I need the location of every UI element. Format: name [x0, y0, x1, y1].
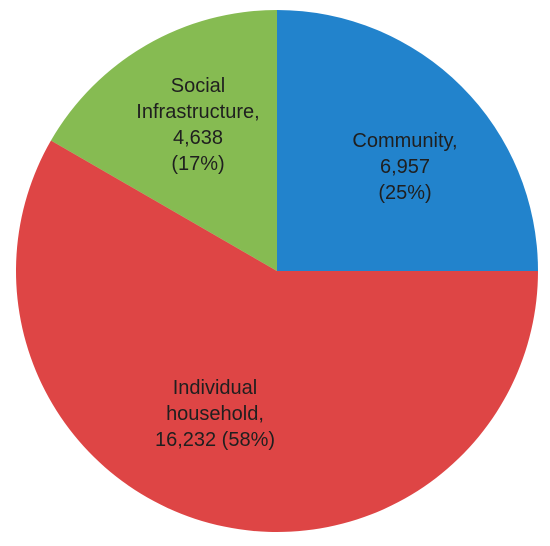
- pie-slice-social-infrastructure: [50, 10, 278, 271]
- pie-slices: [15, 10, 539, 532]
- pie-label-social-infrastructure: Social Infrastructure, 4,638 (17%): [136, 75, 259, 175]
- pie-label-line: 16,232 (58%): [155, 429, 275, 451]
- pie-label-line: Community,: [352, 130, 457, 152]
- pie-label-line: Infrastructure,: [136, 101, 259, 123]
- pie-label-community: Community, 6,957 (25%): [352, 130, 457, 204]
- pie-slice-individual-household: [15, 140, 539, 532]
- pie-slice-community: [277, 10, 538, 272]
- pie-label-line: (25%): [378, 182, 431, 204]
- pie-label-line: 4,638: [173, 127, 223, 149]
- pie-label-individual-household: Individual household, 16,232 (58%): [155, 377, 275, 451]
- pie-label-line: Social: [171, 75, 225, 97]
- pie-label-line: 6,957: [380, 156, 430, 178]
- pie-label-line: Individual: [173, 377, 258, 399]
- pie-labels: Community, 6,957 (25%) Individual household,…: [136, 75, 457, 451]
- pie-label-line: (17%): [171, 153, 224, 175]
- pie-label-line: household,: [166, 403, 264, 425]
